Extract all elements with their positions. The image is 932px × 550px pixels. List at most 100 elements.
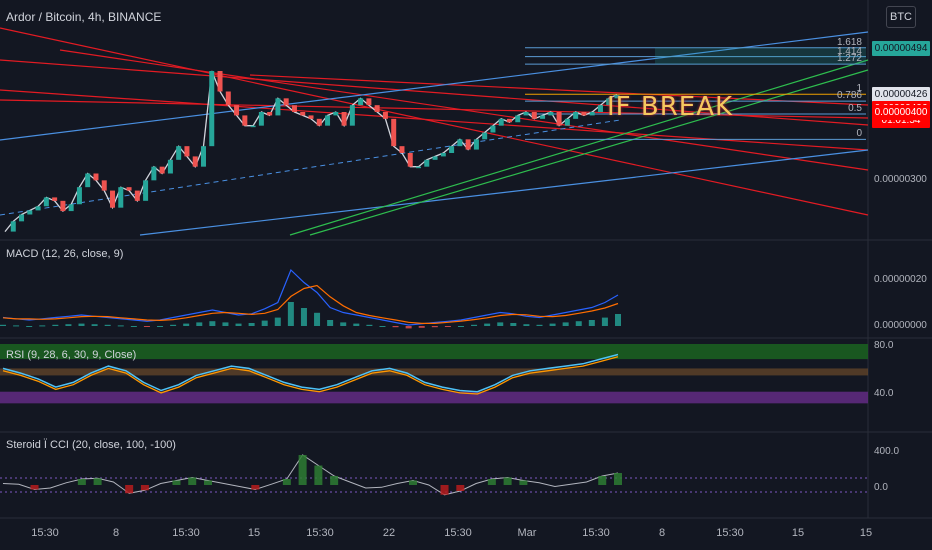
red-trend-line — [0, 99, 869, 119]
price-bar — [391, 118, 397, 147]
price-bar — [209, 71, 215, 147]
price-bar — [118, 187, 124, 208]
x-axis-label: Mar — [517, 527, 537, 539]
cci-fill-segment — [204, 480, 212, 485]
rsi-line — [2, 353, 619, 393]
rsi-pane-title: RSI (9, 28, 6, 30, 9, Close) — [6, 349, 137, 361]
macd-signal-line — [2, 284, 619, 324]
price-bar — [27, 210, 33, 215]
price-bar — [101, 180, 107, 191]
price-bar — [258, 112, 264, 126]
macd-histogram-bar — [222, 322, 229, 326]
price-tick-label: 0.00000300 — [874, 174, 927, 186]
price-bar — [366, 98, 372, 106]
x-axis-label: 15 — [247, 527, 261, 539]
currency-button[interactable]: BTC — [886, 6, 916, 28]
price-bar — [43, 197, 49, 207]
x-axis-label: 15 — [791, 527, 805, 539]
macd-histogram-bar — [170, 324, 177, 326]
price-bar — [10, 221, 16, 232]
x-axis-label: 15:30 — [172, 527, 200, 539]
x-axis-label: 22 — [382, 527, 396, 539]
price-bar — [449, 146, 455, 153]
price-bar — [581, 112, 587, 116]
price-bar — [19, 214, 25, 222]
price-bar — [192, 156, 198, 167]
cci-fill-segment — [140, 485, 149, 491]
macd-histogram-bar — [261, 320, 268, 326]
macd-histogram-bar — [431, 326, 438, 328]
price-bar — [60, 200, 66, 212]
chart-title: Ardor / Bitcoin, 4h, BINANCE — [6, 10, 162, 24]
macd-tick-top: 0.00000020 — [874, 274, 927, 285]
price-bar — [506, 118, 512, 123]
price-bar — [76, 187, 82, 205]
fib-level-label: 0.5 — [848, 103, 862, 115]
cci-pane-title: Steroid Ï CCI (20, close, 100, -100) — [6, 439, 176, 451]
macd-histogram-bar — [0, 324, 6, 326]
macd-histogram-bar — [444, 326, 451, 327]
price-bar — [407, 153, 413, 167]
price-bar — [614, 94, 620, 99]
macd-histogram-bar — [274, 317, 281, 326]
cci-fill-segment — [330, 476, 339, 485]
x-axis-label: 15:30 — [582, 527, 610, 539]
price-bar — [399, 146, 405, 153]
price-bar — [291, 105, 297, 112]
price-bar — [341, 112, 347, 126]
price-bar — [424, 159, 430, 167]
cci-fill-segment — [440, 485, 449, 495]
price-bar — [217, 71, 223, 92]
red-trend-line — [249, 74, 869, 106]
blue-channel-line — [0, 31, 869, 141]
cci-fill-segment — [487, 479, 496, 485]
price-bar — [316, 118, 322, 126]
price-bar — [564, 118, 570, 126]
macd-histogram-bar — [104, 324, 111, 326]
cci-fill-segment — [503, 477, 512, 485]
price-bar — [523, 112, 529, 116]
red-trend-line — [0, 27, 869, 216]
price-tag: 0.00000426 — [872, 87, 930, 103]
price-bar — [176, 146, 182, 160]
macd-histogram-bar — [287, 302, 294, 326]
rsi-oversold-zone — [0, 391, 868, 404]
macd-histogram-bar — [523, 324, 530, 326]
price-bar — [606, 98, 612, 106]
macd-histogram-bar — [143, 326, 150, 327]
macd-histogram-bar — [510, 323, 517, 326]
price-bar — [68, 204, 74, 212]
macd-histogram-bar — [13, 325, 20, 327]
cci-line — [2, 454, 619, 496]
price-bar — [349, 105, 355, 126]
cci-fill-segment — [93, 478, 102, 485]
macd-histogram-bar — [457, 326, 464, 327]
cci-fill-segment — [456, 485, 465, 491]
price-bar — [498, 118, 504, 126]
price-tag: 0.00000494 — [872, 40, 930, 56]
price-bar — [300, 112, 306, 116]
price-bar — [473, 139, 479, 150]
rsi-signal-line — [2, 356, 619, 395]
price-bar — [167, 159, 173, 174]
price-bar — [540, 115, 546, 119]
x-axis-label: 15:30 — [306, 527, 334, 539]
price-bar — [184, 146, 190, 157]
price-bar — [134, 190, 140, 201]
cci-fill-segment — [282, 479, 291, 485]
price-bar — [374, 105, 380, 112]
macd-histogram-bar — [235, 323, 242, 326]
macd-histogram-bar — [601, 317, 608, 326]
price-bar — [416, 166, 422, 169]
macd-histogram-bar — [130, 326, 137, 327]
if-break-annotation: IF BREAK — [607, 92, 734, 122]
price-bar — [490, 125, 496, 133]
macd-histogram-bar — [418, 326, 425, 328]
blue-dashed-line — [0, 119, 621, 216]
price-bar — [573, 112, 579, 119]
fib-level-label: 1.618 — [836, 36, 862, 48]
macd-histogram-bar — [484, 323, 491, 326]
price-bar — [93, 173, 99, 181]
price-bar — [308, 115, 314, 119]
